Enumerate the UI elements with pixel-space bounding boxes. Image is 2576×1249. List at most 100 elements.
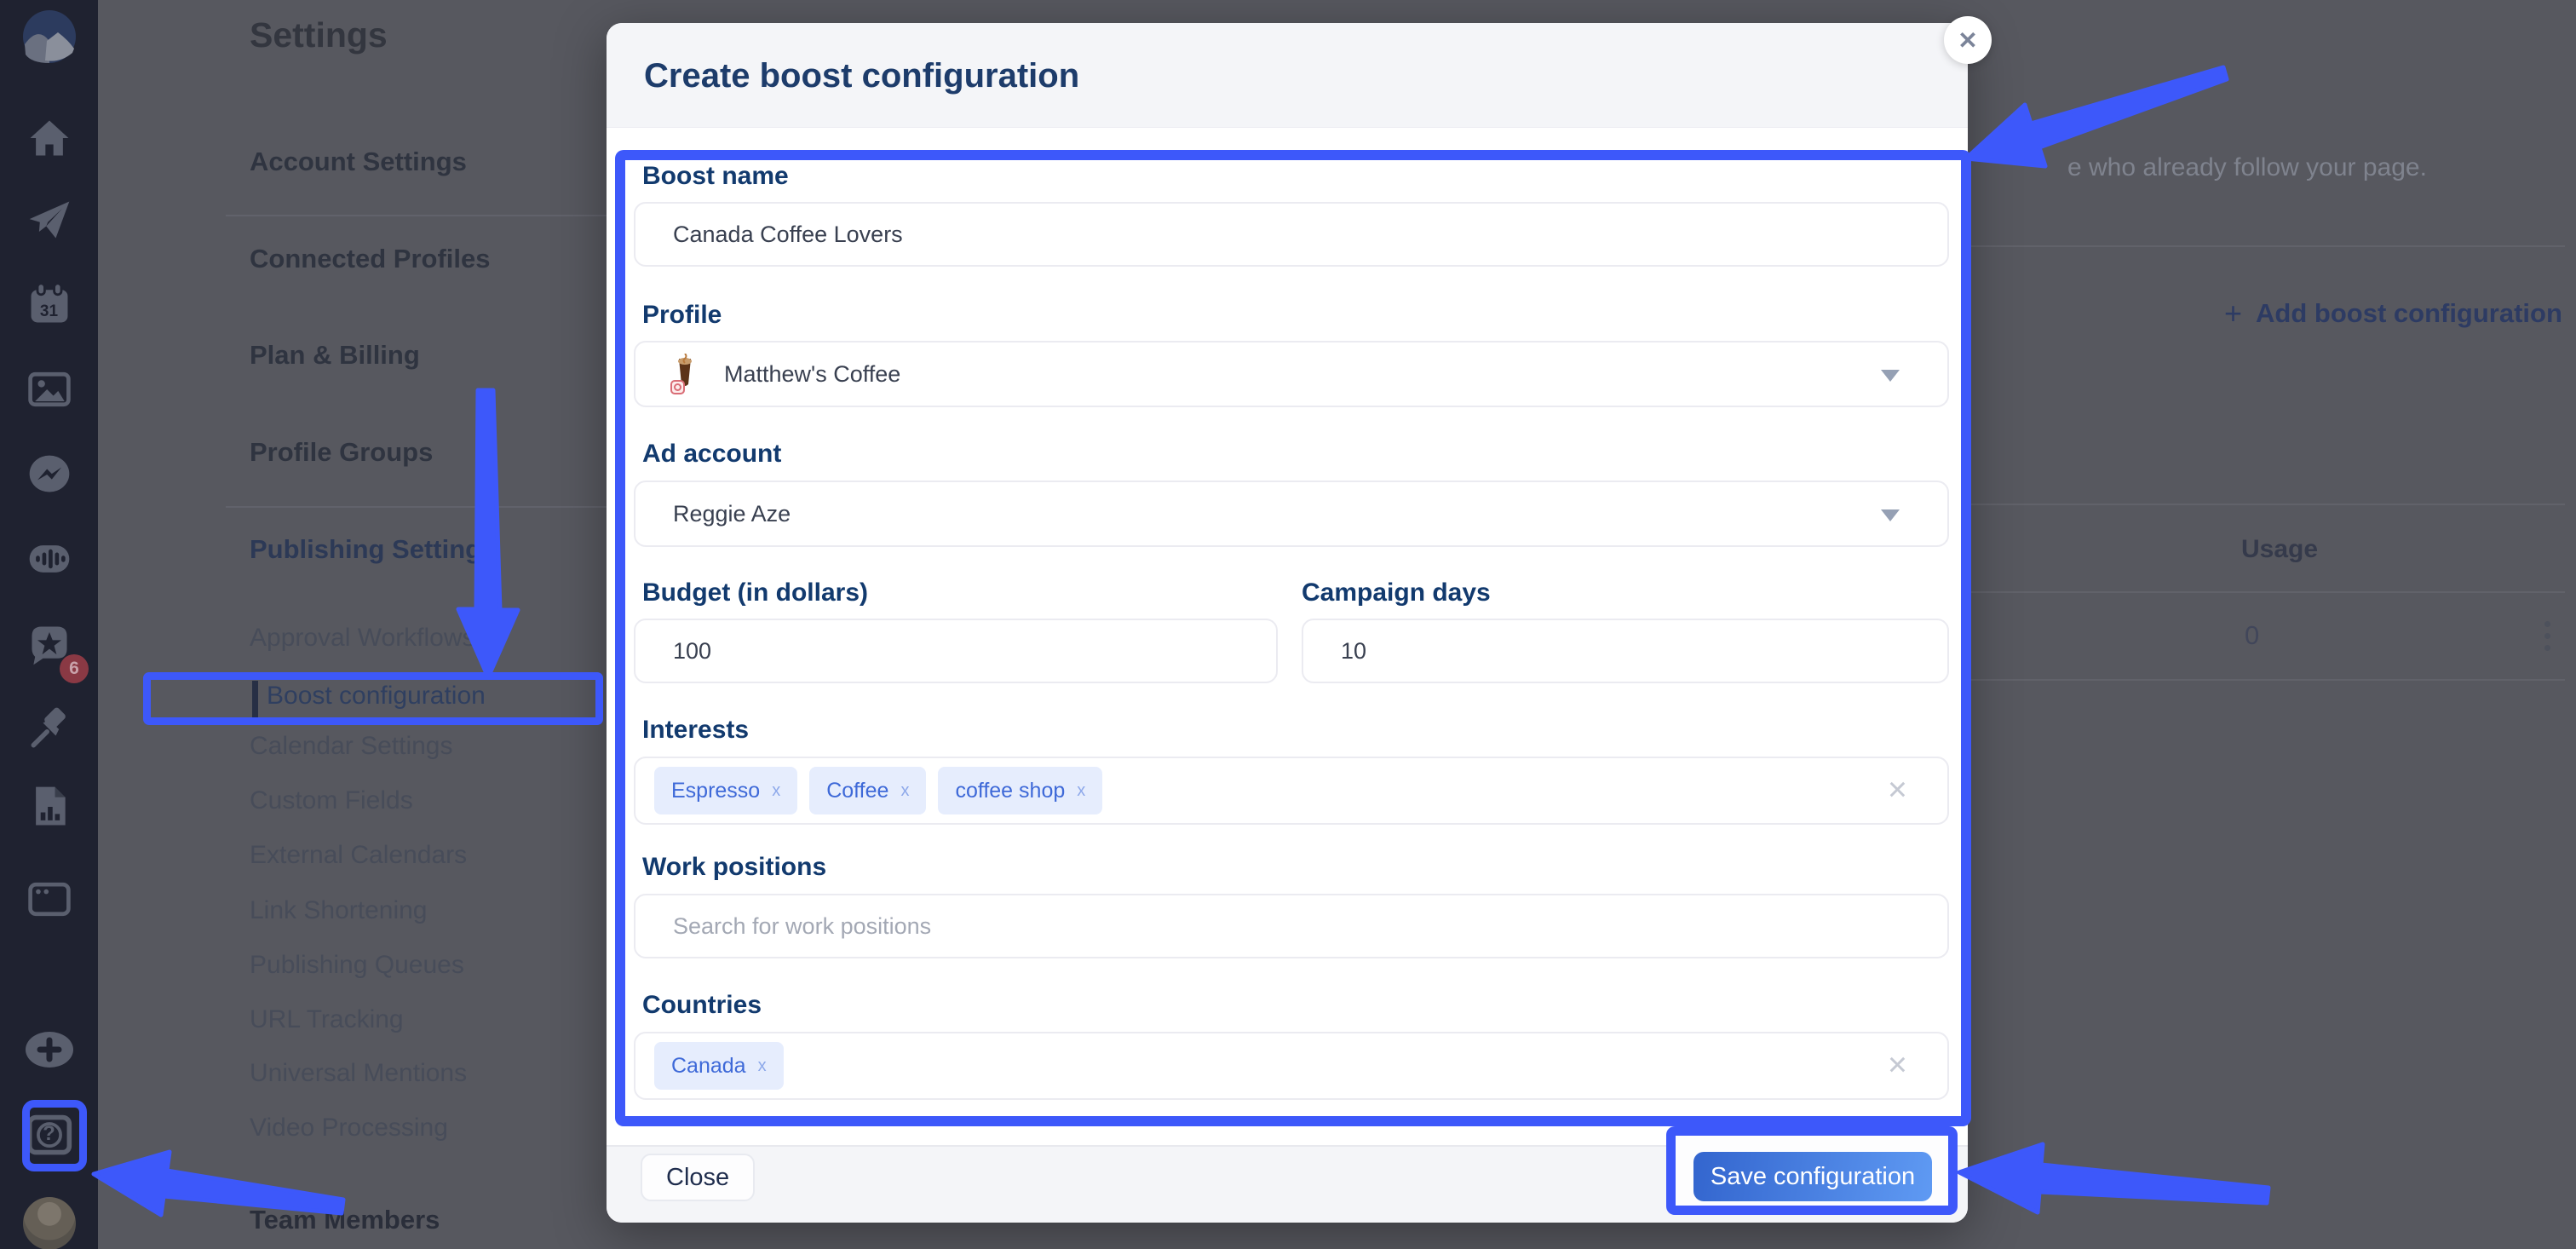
sidebar-media[interactable]: [0, 365, 98, 413]
profile-label: Profile: [642, 301, 722, 329]
sidebar-add[interactable]: [0, 1029, 98, 1070]
campaign-days-input[interactable]: 10: [1302, 619, 1949, 683]
dropdown-caret-icon: [1881, 509, 1900, 521]
work-positions-placeholder: Search for work positions: [673, 912, 932, 939]
home-icon: [30, 120, 68, 156]
profile-select[interactable]: Matthew's Coffee: [634, 341, 1949, 407]
nav-item-publishing-settings[interactable]: Publishing Settings: [250, 534, 497, 564]
ad-account-label: Ad account: [642, 440, 782, 468]
sidebar-home[interactable]: [0, 114, 98, 162]
sidebar-help[interactable]: ?: [0, 1112, 98, 1160]
app-logo[interactable]: [0, 10, 98, 63]
image-icon: [27, 371, 71, 407]
modal-header: Create boost configuration: [607, 23, 1968, 128]
audio-waves-icon: [29, 545, 69, 573]
modal-title: Create boost configuration: [644, 57, 1080, 95]
add-boost-configuration-link[interactable]: + Add boost configuration: [2224, 298, 2562, 329]
nav-item-external-calendars[interactable]: External Calendars: [250, 841, 468, 869]
nav-item-plan-billing[interactable]: Plan & Billing: [250, 340, 420, 370]
interest-tag: coffee shop x: [938, 767, 1103, 814]
usage-value: 0: [2245, 620, 2260, 650]
divider: [226, 215, 703, 216]
budget-value: 100: [673, 637, 712, 664]
sidebar-reports[interactable]: [0, 783, 98, 831]
nav-item-account-settings[interactable]: Account Settings: [250, 147, 467, 176]
nav-item-url-tracking[interactable]: URL Tracking: [250, 1005, 404, 1033]
window-icon: [27, 882, 71, 917]
divider: [1969, 504, 2565, 505]
country-tag: Canada x: [654, 1042, 784, 1090]
boost-name-label: Boost name: [642, 162, 789, 190]
interest-tag-label: Espresso: [671, 778, 761, 803]
remove-tag-icon[interactable]: x: [1077, 780, 1086, 800]
row-kebab-menu[interactable]: [2544, 621, 2550, 651]
remove-tag-icon[interactable]: x: [757, 1056, 767, 1075]
work-positions-label: Work positions: [642, 853, 827, 881]
boost-name-input[interactable]: Canada Coffee Lovers: [634, 202, 1949, 267]
work-positions-input[interactable]: Search for work positions: [634, 894, 1949, 958]
sidebar-inbox[interactable]: [0, 451, 98, 498]
messenger-icon: [29, 455, 69, 492]
divider: [1969, 679, 2565, 681]
selected-item-indicator: [252, 681, 258, 720]
avatar: [22, 1197, 76, 1249]
interest-tag: Espresso x: [654, 767, 798, 814]
user-avatar[interactable]: [0, 1197, 98, 1249]
nav-item-approval-workflows[interactable]: Approval Workflows: [250, 624, 475, 652]
nav-item-video-processing[interactable]: Video Processing: [250, 1114, 448, 1142]
sidebar-browser[interactable]: [0, 875, 98, 923]
close-button[interactable]: Close: [641, 1154, 756, 1201]
campaign-days-label: Campaign days: [1302, 578, 1491, 607]
notification-badge: 6: [60, 654, 89, 683]
nav-item-profile-groups[interactable]: Profile Groups: [250, 437, 434, 467]
nav-item-calendar-settings[interactable]: Calendar Settings: [250, 732, 453, 760]
ad-account-select[interactable]: Reggie Aze: [634, 481, 1949, 547]
sidebar-calendar[interactable]: 31: [0, 280, 98, 328]
save-configuration-button[interactable]: Save configuration: [1693, 1152, 1932, 1201]
nav-item-boost-configuration[interactable]: Boost configuration: [267, 682, 486, 710]
remove-tag-icon[interactable]: x: [772, 780, 781, 800]
help-glyph: ?: [43, 1122, 55, 1145]
nav-item-connected-profiles[interactable]: Connected Profiles: [250, 244, 491, 273]
interest-tag-label: Coffee: [826, 778, 889, 803]
logo-icon: [22, 10, 76, 63]
calendar-day-label: 31: [39, 302, 59, 320]
dropdown-caret-icon: [1881, 370, 1900, 382]
interests-tag-input[interactable]: Espresso x Coffee x coffee shop x ✕: [634, 757, 1949, 825]
calendar-icon: [31, 282, 67, 323]
remove-tag-icon[interactable]: x: [900, 780, 910, 800]
sidebar-pinned[interactable]: [0, 705, 98, 753]
plus-icon: +: [2224, 296, 2243, 331]
clear-field-icon[interactable]: ✕: [1886, 1051, 1908, 1080]
sidebar-reviews[interactable]: [0, 620, 98, 668]
app-icon-rail: 31: [0, 0, 98, 1249]
nav-item-publishing-queues[interactable]: Publishing Queues: [250, 951, 464, 979]
divider: [1969, 245, 2565, 247]
report-doc-icon: [35, 786, 66, 826]
boost-name-value: Canada Coffee Lovers: [673, 221, 903, 247]
create-boost-configuration-modal: Create boost configuration Boost name Ca…: [607, 23, 1968, 1223]
countries-label: Countries: [642, 991, 762, 1019]
sidebar-listening[interactable]: [0, 535, 98, 583]
nav-item-custom-fields[interactable]: Custom Fields: [250, 786, 413, 814]
clear-field-icon[interactable]: ✕: [1886, 776, 1908, 805]
modal-close-button[interactable]: ✕: [1944, 16, 1992, 64]
nav-item-team-members[interactable]: Team Members: [250, 1205, 440, 1235]
budget-label: Budget (in dollars): [642, 578, 868, 607]
budget-input[interactable]: 100: [634, 619, 1278, 683]
profile-avatar: [664, 353, 705, 394]
interest-tag: Coffee x: [809, 767, 927, 814]
campaign-days-value: 10: [1341, 637, 1367, 664]
nav-item-universal-mentions[interactable]: Universal Mentions: [250, 1059, 468, 1087]
plus-icon: [25, 1032, 73, 1068]
pushpin-icon: [31, 707, 66, 748]
ad-account-value: Reggie Aze: [673, 500, 791, 527]
paper-plane-icon: [29, 201, 69, 239]
sidebar-publish[interactable]: [0, 196, 98, 244]
interest-tag-label: coffee shop: [955, 778, 1066, 803]
countries-tag-input[interactable]: Canada x ✕: [634, 1032, 1949, 1100]
nav-item-link-shortening[interactable]: Link Shortening: [250, 896, 428, 924]
profile-value: Matthew's Coffee: [724, 360, 901, 387]
add-boost-configuration-label: Add boost configuration: [2256, 298, 2562, 328]
